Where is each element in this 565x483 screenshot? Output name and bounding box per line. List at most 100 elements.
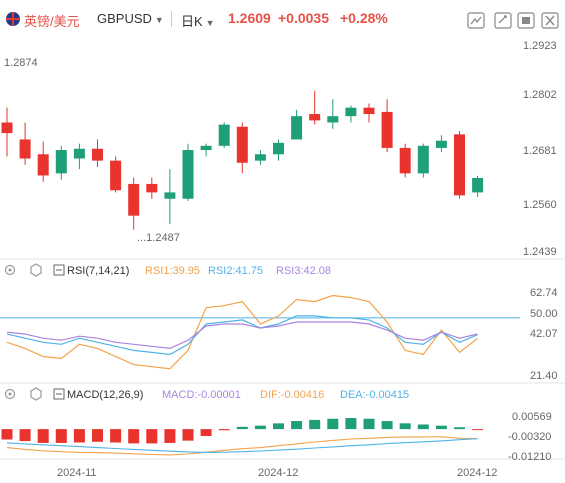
settings-icon[interactable] [30, 263, 42, 277]
dea-line [6, 438, 478, 453]
candle-body [273, 142, 284, 155]
dif-label: DIF:-0.00416 [260, 389, 324, 401]
macd-bar [291, 421, 303, 430]
indicator-box-icon [53, 264, 65, 276]
macd-bar [200, 429, 212, 437]
macd-bar [182, 429, 194, 441]
rsi-tick-4: 21.40 [530, 370, 558, 382]
macd-bar [435, 425, 447, 430]
macd-bar [19, 429, 31, 442]
x-tick-3: 2024-12 [457, 467, 497, 479]
candle-body [254, 154, 266, 161]
macd-bar [236, 426, 248, 430]
candle-body [218, 124, 230, 146]
macd-title: MACD(12,26,9) [67, 389, 143, 401]
screenshot-icon[interactable] [517, 12, 535, 29]
eye-icon[interactable] [4, 264, 16, 276]
dea-label: DEA:-0.00415 [340, 389, 409, 401]
macd-bar [273, 423, 284, 430]
draw-line-icon[interactable] [467, 12, 485, 29]
y-tick-5: 1.2439 [523, 246, 557, 258]
macd-bar [1, 429, 13, 440]
close-icon[interactable] [541, 12, 559, 29]
macd-bar [110, 429, 122, 443]
macd-bar [164, 429, 176, 443]
symbol-label: GBPUSD [97, 11, 152, 26]
macd-tick-3: -0.01210 [508, 451, 551, 463]
macd-bar [345, 418, 357, 430]
candle-body [472, 177, 484, 193]
candle-body [309, 114, 321, 121]
rsi2-label: RSI2:41.75 [208, 265, 263, 277]
candle-body [327, 116, 339, 123]
rsi-tick-1: 62.74 [530, 287, 558, 299]
rsi-tick-2: 50.00 [530, 308, 558, 320]
pair-name: 英镑/美元 [24, 14, 80, 29]
candle-body [363, 107, 375, 115]
draw-swap-icon[interactable] [494, 12, 512, 29]
candle-body [417, 145, 429, 174]
rsi-title: RSI(7,14,21) [67, 265, 129, 277]
macd-bar [92, 429, 103, 442]
chevron-down-icon: ▼ [154, 15, 164, 25]
dif-line [6, 436, 478, 456]
rsi-line-1 [6, 294, 478, 370]
macd-bar [454, 427, 465, 430]
macd-tick-1: 0.00569 [512, 411, 552, 423]
candle-body [164, 192, 176, 199]
last-price: 1.2609 [228, 10, 271, 26]
macd-tick-2: -0.00320 [508, 431, 551, 443]
macd-bar [254, 425, 266, 430]
candles-layer [1, 90, 484, 230]
y-tick-3: 1.2681 [523, 145, 557, 157]
macd-bar [399, 423, 411, 430]
rsi-header: RSI(7,14,21) RSI1:39.95 RSI2:41.75 RSI3:… [4, 263, 331, 277]
macd-bar [37, 429, 49, 443]
candle-body [236, 126, 248, 163]
rsi1-label: RSI1:39.95 [145, 265, 200, 277]
rsi-line-3 [6, 321, 478, 350]
candle-body [19, 139, 31, 159]
macd-bar [472, 429, 484, 431]
indicator-box-icon [53, 388, 65, 400]
settings-icon[interactable] [30, 387, 42, 401]
eye-icon[interactable] [4, 388, 16, 400]
symbol-dropdown[interactable]: GBPUSD ▼ [97, 11, 164, 26]
candle-body [291, 116, 303, 140]
macd-layer [1, 418, 484, 456]
macd-bar [363, 418, 375, 430]
candle-body [37, 154, 49, 176]
chart-header: 英镑/美元 GBPUSD ▼ 日K ▼ 1.2609 +0.0035 +0.28% [0, 0, 565, 40]
macd-bar [218, 429, 230, 431]
candle-body [110, 160, 122, 191]
candle-body [146, 183, 158, 193]
macd-bar [417, 424, 429, 430]
candle-body [345, 107, 357, 117]
period-dropdown[interactable]: 日K ▼ [181, 11, 215, 30]
chevron-down-icon: ▼ [205, 18, 215, 28]
low-price-label: ...1.2487 [137, 232, 180, 244]
macd-bar [381, 421, 393, 430]
rsi-line-2 [6, 315, 478, 356]
y-tick-1: 1.2923 [523, 40, 557, 52]
candle-body [73, 148, 85, 159]
candle-body [92, 148, 103, 161]
uk-flag-icon [6, 12, 20, 26]
eye-pupil-icon [8, 268, 12, 272]
candle-body [128, 183, 140, 216]
candle-body [182, 150, 194, 199]
macd-bar [55, 429, 67, 443]
y-tick-4: 1.2560 [523, 199, 557, 211]
macd-bar [128, 429, 140, 444]
price-change: +0.0035 [278, 10, 329, 26]
rsi3-label: RSI3:42.08 [276, 265, 331, 277]
candle-body [454, 134, 465, 196]
rsi-tick-3: 42.07 [530, 328, 558, 340]
macd-label: MACD:-0.00001 [162, 389, 241, 401]
candle-body [399, 147, 411, 174]
candle-body [55, 150, 67, 174]
eye-pupil-icon [8, 392, 12, 396]
header-divider [171, 11, 172, 27]
y-tick-2: 1.2802 [523, 89, 557, 101]
